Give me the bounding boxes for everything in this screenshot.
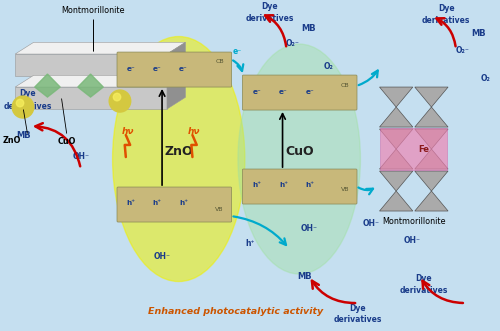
Text: VB: VB <box>340 187 349 192</box>
Text: MB: MB <box>16 131 32 140</box>
Polygon shape <box>380 107 413 127</box>
Text: Montmorillonite: Montmorillonite <box>382 216 446 225</box>
FancyBboxPatch shape <box>117 52 232 87</box>
Polygon shape <box>167 42 186 76</box>
Text: MB: MB <box>297 272 312 281</box>
Text: h⁺: h⁺ <box>179 200 188 206</box>
Text: O₂: O₂ <box>324 62 334 71</box>
Polygon shape <box>415 87 448 107</box>
Text: e⁻: e⁻ <box>279 89 288 95</box>
Text: derivatives: derivatives <box>400 286 448 295</box>
Text: e⁻: e⁻ <box>306 89 314 95</box>
Polygon shape <box>415 149 448 169</box>
Polygon shape <box>15 42 185 54</box>
Text: e⁻: e⁻ <box>233 47 242 56</box>
Text: e⁻: e⁻ <box>126 66 135 72</box>
Ellipse shape <box>112 36 245 281</box>
Text: OH⁻: OH⁻ <box>362 219 379 228</box>
FancyBboxPatch shape <box>242 169 357 204</box>
Polygon shape <box>380 171 413 191</box>
Text: OH⁻: OH⁻ <box>404 236 420 245</box>
Text: Montmorillonite: Montmorillonite <box>62 6 125 15</box>
Polygon shape <box>415 107 448 127</box>
Polygon shape <box>380 128 447 170</box>
FancyBboxPatch shape <box>117 187 232 222</box>
Text: h⁺: h⁺ <box>152 200 162 206</box>
Text: Dye: Dye <box>20 89 36 98</box>
Circle shape <box>114 93 120 101</box>
Text: CB: CB <box>340 82 349 88</box>
Text: OH⁻: OH⁻ <box>154 252 170 261</box>
Text: derivatives: derivatives <box>4 102 52 111</box>
Text: CuO: CuO <box>285 145 314 158</box>
Text: Enhanced photocatalytic activity: Enhanced photocatalytic activity <box>148 307 323 315</box>
Text: h⁺: h⁺ <box>252 182 262 188</box>
Text: hν: hν <box>188 126 200 135</box>
Polygon shape <box>380 129 413 149</box>
Text: h⁺: h⁺ <box>246 239 255 248</box>
Circle shape <box>109 90 130 112</box>
Polygon shape <box>78 74 104 97</box>
Text: Dye: Dye <box>262 2 278 11</box>
Text: derivatives: derivatives <box>246 14 294 23</box>
Text: e⁻: e⁻ <box>252 89 262 95</box>
Polygon shape <box>415 129 448 149</box>
Text: VB: VB <box>216 207 224 212</box>
Text: O₂⁻: O₂⁻ <box>286 39 300 48</box>
Text: Dye: Dye <box>416 274 432 283</box>
Text: ZnO: ZnO <box>164 145 193 158</box>
Text: derivatives: derivatives <box>334 315 382 324</box>
Text: h⁺: h⁺ <box>279 182 288 188</box>
Polygon shape <box>415 191 448 211</box>
Polygon shape <box>380 191 413 211</box>
Polygon shape <box>34 74 60 97</box>
Text: Dye: Dye <box>350 304 366 313</box>
Polygon shape <box>380 87 413 107</box>
Text: ZnO: ZnO <box>3 136 22 145</box>
Polygon shape <box>415 171 448 191</box>
Text: MB: MB <box>302 24 316 33</box>
Text: Fe: Fe <box>418 145 429 154</box>
Text: h⁺: h⁺ <box>306 182 314 188</box>
Polygon shape <box>167 75 186 109</box>
Text: CuO: CuO <box>58 137 76 146</box>
Text: OH⁻: OH⁻ <box>300 224 318 233</box>
FancyBboxPatch shape <box>242 75 357 110</box>
Text: OH⁻: OH⁻ <box>72 152 90 161</box>
Polygon shape <box>15 75 185 87</box>
Text: derivatives: derivatives <box>422 16 470 25</box>
Text: h⁺: h⁺ <box>126 200 135 206</box>
Polygon shape <box>15 87 167 109</box>
Polygon shape <box>15 54 167 76</box>
Text: O₂: O₂ <box>480 74 490 83</box>
Ellipse shape <box>238 44 360 274</box>
Text: hν: hν <box>122 126 134 135</box>
Text: e⁻: e⁻ <box>153 66 162 72</box>
Text: CB: CB <box>215 59 224 64</box>
Text: e⁻: e⁻ <box>179 66 188 72</box>
Text: Dye: Dye <box>438 4 454 13</box>
Text: O₂⁻: O₂⁻ <box>456 46 469 55</box>
Polygon shape <box>380 149 413 169</box>
Circle shape <box>16 99 24 107</box>
Text: MB: MB <box>471 29 486 38</box>
Circle shape <box>12 96 34 118</box>
